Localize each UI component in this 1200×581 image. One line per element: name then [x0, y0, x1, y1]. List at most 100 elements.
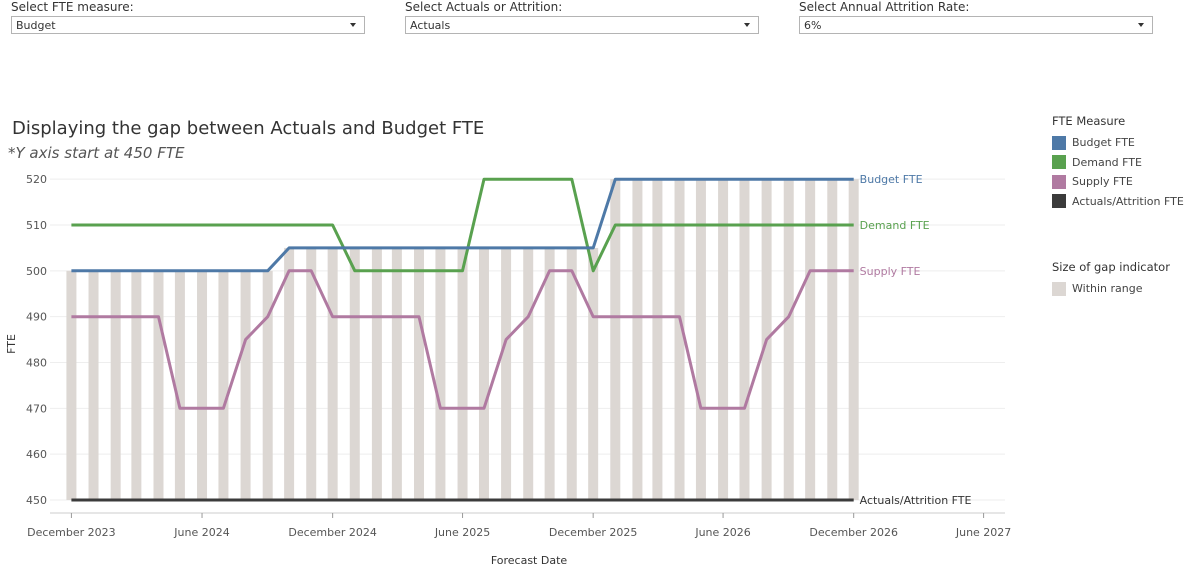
- gap-bar: [88, 270, 99, 500]
- legend-label: Within range: [1072, 282, 1143, 296]
- legend-title: FTE Measure: [1052, 114, 1126, 128]
- gap-bar: [262, 270, 273, 500]
- y-tick-label: 450: [26, 494, 47, 507]
- gap-bar: [718, 179, 729, 500]
- gap-bar: [674, 179, 685, 500]
- gap-bars: [66, 179, 859, 500]
- y-tick-label: 470: [26, 402, 47, 415]
- gap-bar: [110, 270, 121, 500]
- x-axis-title: Forecast Date: [491, 554, 568, 567]
- end-label: Actuals/Attrition FTE: [860, 494, 972, 507]
- gap-bar: [739, 179, 750, 500]
- gap-bar: [827, 179, 838, 500]
- actuals-attrition-value: Actuals: [410, 19, 451, 32]
- gap-bar: [391, 247, 402, 500]
- y-tick-label: 480: [26, 357, 47, 370]
- actuals-attrition-filter: Select Actuals or Attrition: Actuals: [405, 0, 759, 34]
- chart-subtitle: *Y axis start at 450 FTE: [8, 144, 185, 162]
- gap-bar: [805, 179, 816, 500]
- legend-item[interactable]: Budget FTE: [1052, 133, 1184, 153]
- gap-bar: [218, 270, 229, 500]
- gap-indicator-legend: Size of gap indicator Within range: [1052, 260, 1170, 299]
- legend-swatch: [1052, 194, 1066, 209]
- x-tick-label: December 2023: [27, 526, 116, 539]
- line-demand-fte: [71, 177, 854, 273]
- fte-measure-label: Select FTE measure:: [11, 0, 134, 14]
- y-axis-title: FTE: [5, 334, 18, 354]
- chevron-down-icon[interactable]: [350, 23, 356, 27]
- x-tick-label: June 2024: [173, 526, 229, 539]
- gap-bar: [371, 247, 382, 500]
- line-budget-fte: [71, 177, 854, 273]
- line-supply-fte: [71, 269, 854, 410]
- gap-bar: [197, 270, 208, 500]
- gap-bar: [131, 270, 142, 500]
- gap-bar: [306, 247, 317, 500]
- legend-swatch: [1052, 174, 1066, 189]
- y-tick-label: 490: [26, 311, 47, 324]
- gap-bar: [544, 247, 555, 500]
- legend-label: Supply FTE: [1072, 175, 1133, 189]
- x-tick-label: June 2026: [694, 526, 750, 539]
- x-tick-label: June 2025: [434, 526, 490, 539]
- legend-item[interactable]: Within range: [1052, 279, 1170, 299]
- gap-bar: [284, 247, 295, 500]
- legend-item[interactable]: Actuals/Attrition FTE: [1052, 192, 1184, 212]
- fte-measure-select[interactable]: Budget: [11, 16, 365, 34]
- gap-bar: [66, 270, 77, 500]
- chart-title: Displaying the gap between Actuals and B…: [12, 118, 485, 139]
- fte-measure-value: Budget: [16, 19, 56, 32]
- gap-bar: [327, 247, 338, 500]
- legend-label: Demand FTE: [1072, 155, 1142, 169]
- x-tick-label: June 2027: [955, 526, 1011, 539]
- actuals-attrition-select[interactable]: Actuals: [405, 16, 759, 34]
- x-tick-label: December 2026: [809, 526, 898, 539]
- legend-item[interactable]: Demand FTE: [1052, 153, 1184, 173]
- gap-bar: [478, 247, 489, 500]
- gap-bar: [523, 247, 534, 500]
- actuals-attrition-label: Select Actuals or Attrition:: [405, 0, 563, 14]
- y-tick-label: 520: [26, 173, 47, 186]
- legend-label: Actuals/Attrition FTE: [1072, 194, 1184, 208]
- legend-label: Budget FTE: [1072, 136, 1135, 150]
- legend-swatch: [1052, 155, 1066, 170]
- end-labels: Actuals/Attrition FTE Supply FTE Demand FT…: [860, 173, 972, 507]
- gap-bar: [588, 247, 599, 500]
- gap-bar: [435, 247, 446, 500]
- gap-bar: [501, 247, 512, 500]
- attrition-rate-select[interactable]: 6%: [799, 16, 1153, 34]
- gap-bar: [457, 247, 468, 500]
- gap-bar: [414, 247, 425, 500]
- gap-legend-title: Size of gap indicator: [1052, 260, 1170, 274]
- gap-bar: [566, 247, 577, 500]
- attrition-rate-label: Select Annual Attrition Rate:: [799, 0, 970, 14]
- end-label: Budget FTE: [860, 173, 923, 186]
- x-tick-label: December 2024: [288, 526, 377, 539]
- legend-swatch: [1052, 135, 1066, 150]
- end-label: Demand FTE: [860, 219, 930, 232]
- series-lines: [71, 177, 854, 502]
- gap-bar: [610, 179, 621, 500]
- chevron-down-icon[interactable]: [1138, 23, 1144, 27]
- gap-bar: [848, 179, 859, 500]
- y-tick-label: 460: [26, 448, 47, 461]
- attrition-rate-filter: Select Annual Attrition Rate: 6%: [799, 0, 1153, 34]
- fte-measure-filter: Select FTE measure: Budget: [11, 0, 365, 34]
- axes: 450 460 470 480 490 500 510 520 December 2023 Jun…: [26, 173, 1011, 539]
- y-tick-label: 510: [26, 219, 47, 232]
- attrition-rate-value: 6%: [804, 19, 822, 32]
- x-tick-label: December 2025: [549, 526, 638, 539]
- gap-bar: [153, 270, 164, 500]
- gap-bar: [240, 270, 251, 500]
- gap-bar: [632, 179, 643, 500]
- gap-bar: [174, 270, 185, 500]
- gap-bar: [783, 179, 794, 500]
- chevron-down-icon[interactable]: [744, 23, 750, 27]
- legend-item[interactable]: Supply FTE: [1052, 172, 1184, 192]
- end-label: Supply FTE: [860, 265, 921, 278]
- gap-bar: [652, 179, 663, 500]
- gap-bar: [695, 179, 706, 500]
- y-tick-label: 500: [26, 265, 47, 278]
- fte-measure-legend: FTE Measure Budget FTE Demand FTE Supply F…: [1052, 114, 1184, 211]
